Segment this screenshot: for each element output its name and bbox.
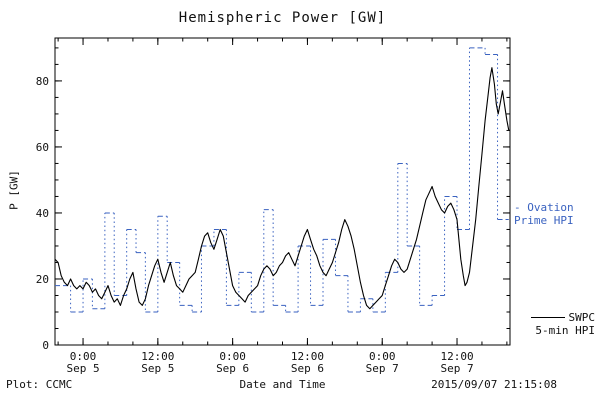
legend-swpc-line2: 5-min HPI bbox=[535, 324, 595, 337]
svg-text:0:00: 0:00 bbox=[70, 350, 97, 363]
svg-text:0:00: 0:00 bbox=[369, 350, 396, 363]
legend-ovation: - Ovation Prime HPI bbox=[514, 201, 598, 227]
x-axis-label: Date and Time bbox=[239, 378, 326, 391]
svg-text:12:00: 12:00 bbox=[141, 350, 174, 363]
timestamp: 2015/09/07 21:15:08 bbox=[431, 378, 557, 391]
legend-ovation-line2: Prime HPI bbox=[514, 214, 574, 227]
legend-swpc: SWPC 5-min HPI bbox=[503, 311, 595, 337]
svg-text:60: 60 bbox=[36, 141, 49, 154]
swpc-line-sample-icon bbox=[530, 317, 565, 318]
svg-text:0: 0 bbox=[42, 339, 49, 352]
svg-text:Sep 5: Sep 5 bbox=[66, 362, 99, 375]
svg-text:Sep 6: Sep 6 bbox=[291, 362, 324, 375]
plot-credit: Plot: CCMC bbox=[6, 378, 73, 391]
svg-text:Sep 7: Sep 7 bbox=[440, 362, 473, 375]
svg-text:Sep 6: Sep 6 bbox=[216, 362, 249, 375]
svg-text:12:00: 12:00 bbox=[440, 350, 473, 363]
y-axis-label: P [GW] bbox=[7, 170, 21, 210]
legend-ovation-line1: - Ovation bbox=[514, 201, 574, 214]
svg-text:12:00: 12:00 bbox=[291, 350, 324, 363]
legend-swpc-line1: SWPC bbox=[568, 311, 596, 324]
svg-text:Sep 5: Sep 5 bbox=[141, 362, 174, 375]
chart-title: Hemispheric Power [GW] bbox=[178, 10, 387, 26]
svg-text:80: 80 bbox=[36, 75, 49, 88]
svg-text:20: 20 bbox=[36, 273, 49, 286]
svg-text:Sep 7: Sep 7 bbox=[366, 362, 399, 375]
svg-text:40: 40 bbox=[36, 207, 49, 220]
svg-text:0:00: 0:00 bbox=[219, 350, 246, 363]
